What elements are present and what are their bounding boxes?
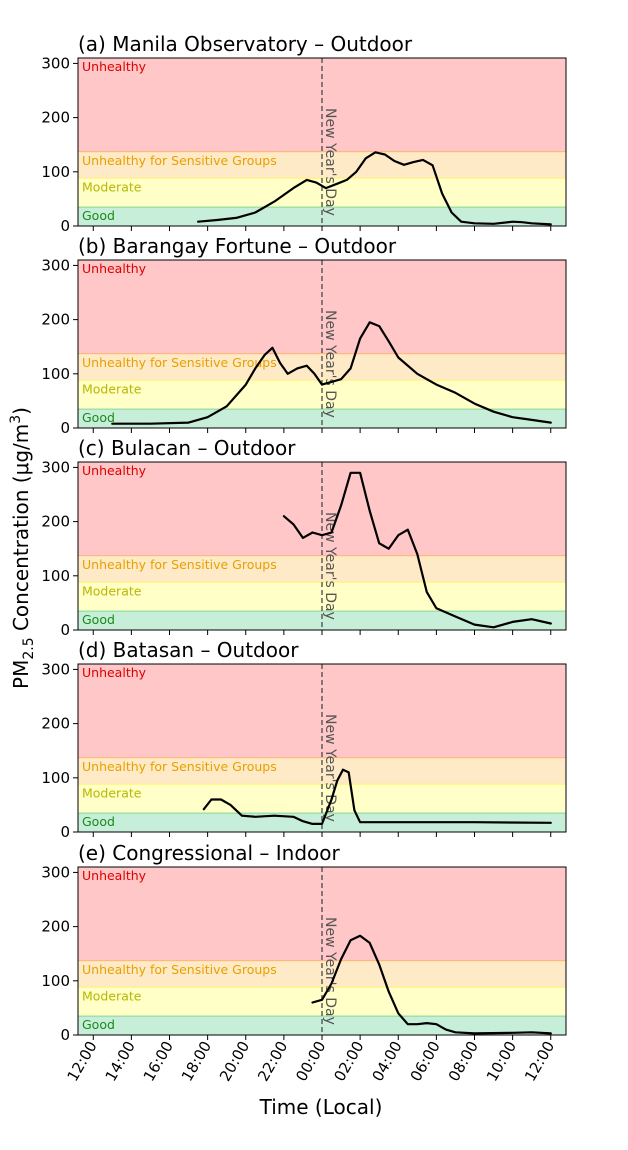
y-axis-label: PM2.5 Concentration (μg/m3) bbox=[8, 407, 37, 689]
x-tick-label: 10:00 bbox=[483, 1038, 520, 1084]
y-axis-label-main: PM bbox=[9, 660, 33, 689]
x-tick-label: 04:00 bbox=[369, 1038, 406, 1084]
y-tick-label: 300 bbox=[41, 660, 70, 678]
x-tick-label: 00:00 bbox=[292, 1038, 329, 1084]
band-label-unhealthy: Unhealthy bbox=[82, 665, 147, 680]
band-label-usg: Unhealthy for Sensitive Groups bbox=[82, 759, 277, 774]
y-axis-label-subscript: 2.5 bbox=[21, 637, 37, 659]
x-tick-label: 22:00 bbox=[254, 1038, 291, 1084]
band-label-usg: Unhealthy for Sensitive Groups bbox=[82, 355, 277, 370]
band-label-good: Good bbox=[82, 410, 115, 425]
y-tick-label: 300 bbox=[41, 863, 70, 881]
y-tick-label: 100 bbox=[41, 972, 70, 990]
y-tick-label: 0 bbox=[60, 621, 70, 639]
band-label-moderate: Moderate bbox=[82, 583, 142, 598]
panel-title: (a) Manila Observatory – Outdoor bbox=[78, 32, 413, 56]
band-good bbox=[78, 611, 566, 630]
y-tick-label: 100 bbox=[41, 163, 70, 181]
band-label-good: Good bbox=[82, 208, 115, 223]
y-tick-label: 0 bbox=[60, 419, 70, 437]
band-unhealthy bbox=[78, 867, 566, 961]
series-line-1 bbox=[282, 471, 552, 629]
series-line-1 bbox=[111, 321, 552, 425]
panel-title: (d) Batasan – Outdoor bbox=[78, 638, 299, 662]
band-label-good: Good bbox=[82, 814, 115, 829]
y-axis-label-close: ) bbox=[9, 407, 33, 415]
band-label-good: Good bbox=[82, 612, 115, 627]
y-tick-label: 100 bbox=[41, 365, 70, 383]
panel-title: (c) Bulacan – Outdoor bbox=[78, 436, 296, 460]
y-tick-label: 0 bbox=[60, 823, 70, 841]
band-unhealthy bbox=[78, 58, 566, 152]
band-good bbox=[78, 409, 566, 428]
band-good bbox=[78, 1016, 566, 1035]
band-label-moderate: Moderate bbox=[82, 381, 142, 396]
x-tick-label: 14:00 bbox=[102, 1038, 139, 1084]
panel-title: (b) Barangay Fortune – Outdoor bbox=[78, 234, 397, 258]
x-tick-label: 16:00 bbox=[140, 1038, 177, 1084]
band-label-moderate: Moderate bbox=[82, 179, 142, 194]
chart-panel-5: Good Moderate Unhealthy for Sensitive Grou… bbox=[41, 841, 567, 1084]
y-tick-label: 300 bbox=[41, 54, 70, 72]
series-line-1 bbox=[311, 934, 552, 1035]
x-tick-label: 12:00 bbox=[521, 1038, 558, 1084]
band-label-usg: Unhealthy for Sensitive Groups bbox=[82, 962, 277, 977]
y-tick-label: 100 bbox=[41, 769, 70, 787]
x-tick-label: 20:00 bbox=[216, 1038, 253, 1084]
band-label-unhealthy: Unhealthy bbox=[82, 261, 147, 276]
series-line-1 bbox=[202, 768, 552, 825]
event-label: New Year's Day bbox=[322, 917, 338, 1025]
y-tick-label: 200 bbox=[41, 513, 70, 531]
band-label-unhealthy: Unhealthy bbox=[82, 59, 147, 74]
y-tick-label: 200 bbox=[41, 918, 70, 936]
band-unhealthy bbox=[78, 260, 566, 354]
y-tick-label: 100 bbox=[41, 567, 70, 585]
y-tick-label: 200 bbox=[41, 109, 70, 127]
panels: Good Moderate Unhealthy for Sensitive Grou… bbox=[41, 32, 567, 1084]
band-label-usg: Unhealthy for Sensitive Groups bbox=[82, 153, 277, 168]
x-tick-label: 06:00 bbox=[407, 1038, 444, 1084]
y-tick-label: 300 bbox=[41, 458, 70, 476]
chart-panel-3: Good Moderate Unhealthy for Sensitive Grou… bbox=[41, 436, 567, 639]
chart-panel-2: Good Moderate Unhealthy for Sensitive Grou… bbox=[41, 234, 567, 437]
y-tick-label: 300 bbox=[41, 256, 70, 274]
x-axis-label: Time (Local) bbox=[259, 1095, 383, 1119]
band-label-good: Good bbox=[82, 1017, 115, 1032]
chart-panel-4: Good Moderate Unhealthy for Sensitive Grou… bbox=[41, 638, 567, 841]
band-label-unhealthy: Unhealthy bbox=[82, 868, 147, 883]
y-axis-label-text: Concentration (μg/m bbox=[9, 424, 33, 638]
y-tick-label: 0 bbox=[60, 217, 70, 235]
band-unhealthy bbox=[78, 664, 566, 758]
x-tick-label: 18:00 bbox=[178, 1038, 215, 1084]
x-tick-label: 02:00 bbox=[330, 1038, 367, 1084]
chart-panel-1: Good Moderate Unhealthy for Sensitive Grou… bbox=[41, 32, 567, 235]
panel-title: (e) Congressional – Indoor bbox=[78, 841, 341, 865]
event-label: New Year's Day bbox=[322, 108, 338, 216]
y-tick-label: 200 bbox=[41, 311, 70, 329]
x-tick-label: 08:00 bbox=[445, 1038, 482, 1084]
band-label-moderate: Moderate bbox=[82, 785, 142, 800]
x-tick-label: 12:00 bbox=[64, 1038, 101, 1084]
series-line-1 bbox=[197, 151, 552, 226]
event-label: New Year's Day bbox=[322, 512, 338, 620]
event-label: New Year's Day bbox=[322, 310, 338, 418]
band-label-usg: Unhealthy for Sensitive Groups bbox=[82, 557, 277, 572]
y-tick-label: 200 bbox=[41, 715, 70, 733]
y-tick-label: 0 bbox=[60, 1026, 70, 1044]
band-label-unhealthy: Unhealthy bbox=[82, 463, 147, 478]
y-axis-label-superscript: 3 bbox=[8, 415, 24, 424]
band-label-moderate: Moderate bbox=[82, 988, 142, 1003]
band-unhealthy bbox=[78, 462, 566, 556]
